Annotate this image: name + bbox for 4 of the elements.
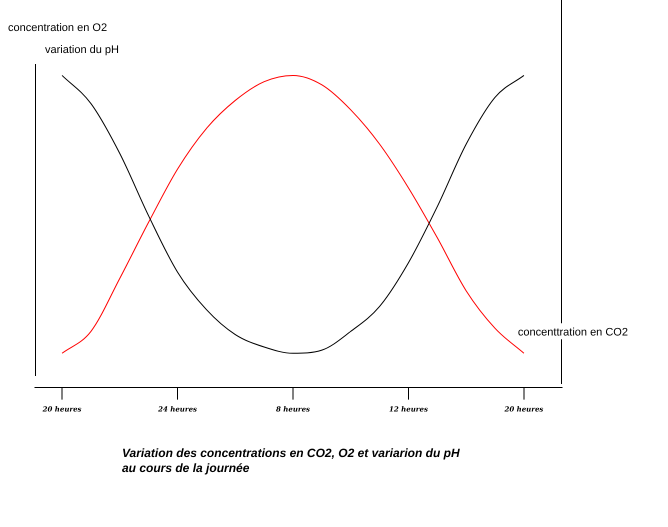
text: concentration en O2	[8, 22, 108, 34]
text: Variation des concentrations en CO2, O2 et variarion du pH au cours de la journée	[122, 446, 460, 476]
series-label: concenttration en CO2	[518, 326, 628, 338]
text: variation du pH	[45, 44, 119, 56]
